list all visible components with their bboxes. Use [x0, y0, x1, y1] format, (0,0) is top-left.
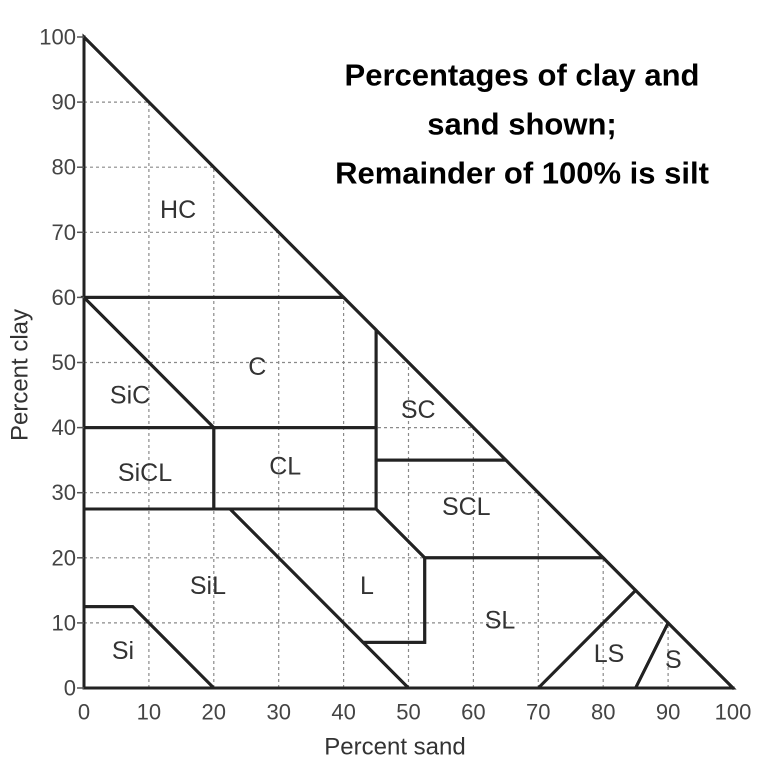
region-label-ls: LS	[594, 640, 625, 668]
region-label-hc: HC	[160, 196, 196, 224]
x-tick-label: 40	[331, 700, 355, 725]
y-tick-label: 20	[52, 545, 76, 570]
region-label-l: L	[360, 572, 374, 600]
y-tick-label: 30	[52, 480, 76, 505]
x-tick-label: 90	[656, 700, 680, 725]
title-line-1: Percentages of clay and	[345, 58, 700, 93]
x-tick-label: 70	[526, 700, 550, 725]
y-tick-label: 40	[52, 415, 76, 440]
hypotenuse-line	[81, 34, 736, 691]
x-tick-label: 0	[78, 700, 90, 725]
region-label-s: S	[665, 646, 682, 674]
y-axis-label: Percent clay	[7, 309, 34, 441]
region-label-c: C	[248, 353, 266, 381]
y-tick-label: 50	[52, 350, 76, 375]
region-label-scl: SCL	[442, 493, 491, 521]
title-line-3: Remainder of 100% is silt	[335, 156, 709, 191]
x-axis-label: Percent sand	[324, 734, 465, 761]
region-label-sl: SL	[485, 606, 516, 634]
region-label-sicl: SiCL	[118, 459, 172, 487]
region-label-sc: SC	[401, 396, 436, 424]
y-tick-label: 60	[52, 285, 76, 310]
title-line-2: sand shown;	[427, 107, 616, 142]
region-boundary-s	[633, 620, 737, 690]
x-tick-label: 100	[715, 700, 752, 725]
y-tick-label: 80	[52, 155, 76, 180]
y-tick-label: 0	[64, 676, 76, 701]
y-tick-label: 70	[52, 220, 76, 245]
x-tick-label: 10	[137, 700, 161, 725]
region-label-sil: SiL	[190, 572, 226, 600]
x-tick-label: 80	[591, 700, 615, 725]
tick-labels: 0 10 20 30 40 50 60 70 80 90 100 0 10 20 30 40 50 60 70 80 9…	[39, 25, 751, 725]
x-tick-label: 20	[202, 700, 226, 725]
x-tick-label: 60	[461, 700, 485, 725]
y-tick-label: 10	[52, 610, 76, 635]
y-tick-label: 90	[52, 90, 76, 115]
region-labels: HC C SiC SC SiCL CL SCL SiL L SL Si LS S	[110, 196, 682, 674]
x-tick-label: 50	[396, 700, 420, 725]
x-tick-label: 30	[266, 700, 290, 725]
region-label-si: Si	[112, 637, 134, 665]
region-label-sic: SiC	[110, 382, 150, 410]
region-label-cl: CL	[269, 453, 301, 481]
y-tick-label: 100	[39, 25, 76, 50]
